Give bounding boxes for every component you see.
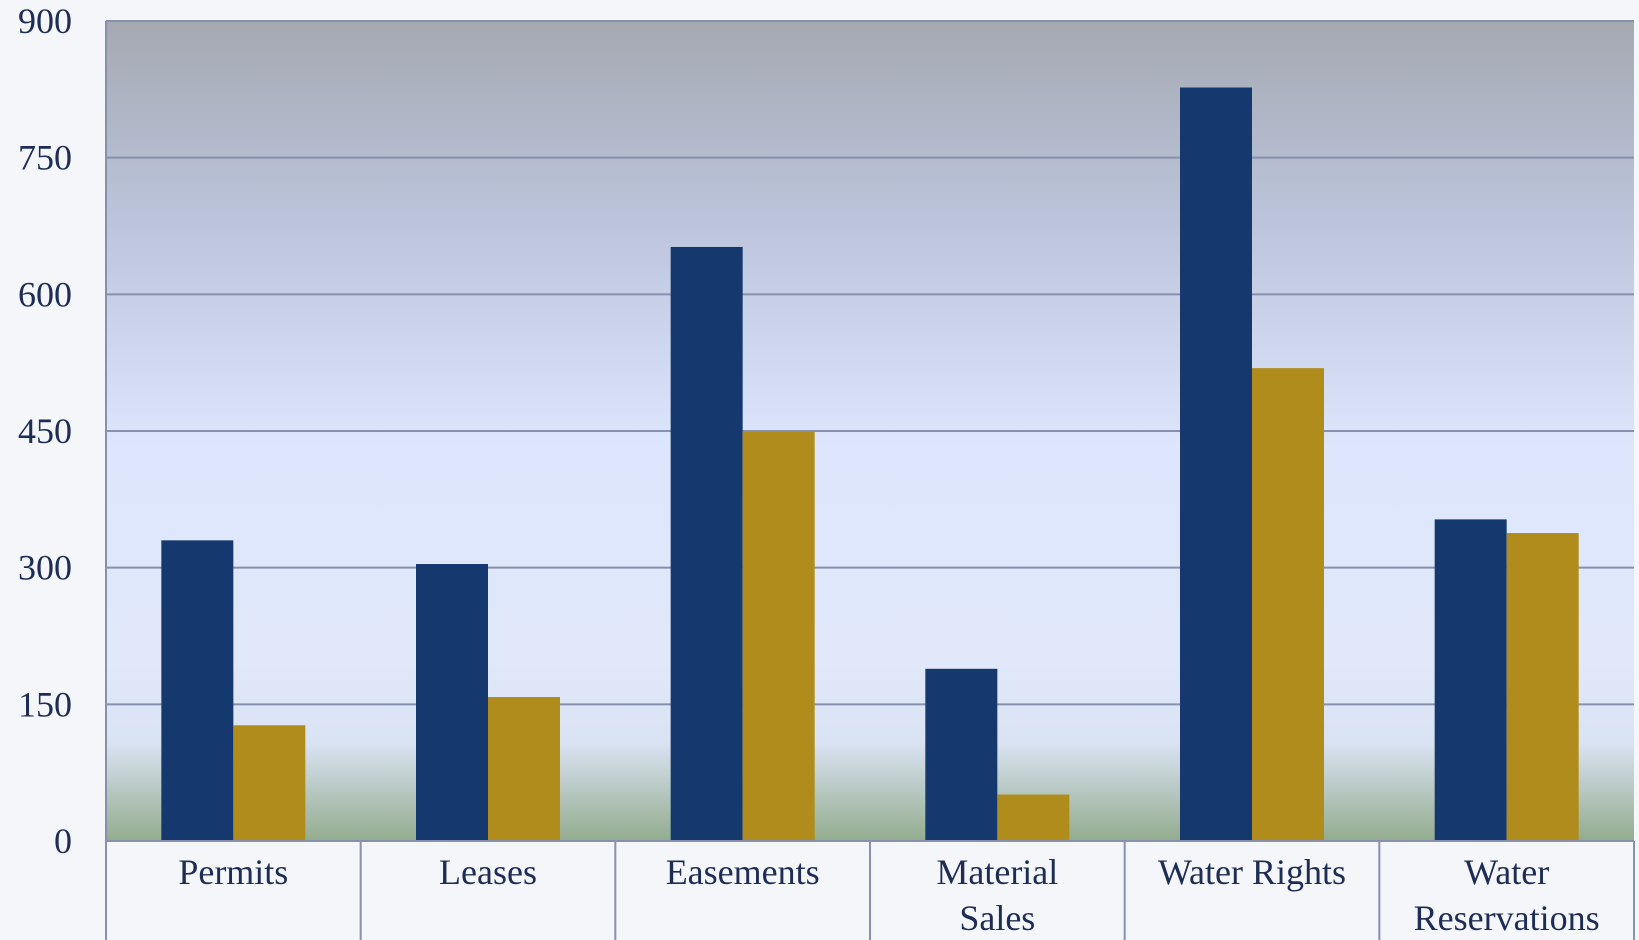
- bar-series-2-1: [488, 697, 560, 841]
- bars: [161, 87, 1579, 841]
- bar-series-2-5: [1506, 533, 1579, 841]
- bar-series-1-1: [416, 564, 488, 841]
- x-tick-label: Permits: [178, 852, 288, 892]
- gridlines: [106, 20, 1634, 706]
- x-tick-label: Water: [1464, 852, 1549, 892]
- x-tick-label: Sales: [959, 898, 1035, 938]
- x-tick-label: Reservations: [1414, 898, 1600, 938]
- x-tick-label: Water Rights: [1158, 852, 1346, 892]
- bar-series-2-3: [997, 794, 1070, 841]
- y-tick-label: 450: [18, 411, 72, 451]
- bar-series-2-0: [233, 725, 306, 841]
- bar-series-1-0: [161, 540, 234, 841]
- y-axis: 0 150 300 450 600 750 900: [18, 1, 72, 861]
- bar-series-1-2: [670, 246, 743, 841]
- y-tick-label: 150: [18, 684, 72, 724]
- y-tick-label: 0: [54, 821, 72, 861]
- x-tick-label: Leases: [439, 852, 537, 892]
- x-tick-label: Material: [936, 852, 1058, 892]
- bar-series-2-2: [742, 431, 815, 841]
- bar-series-2-4: [1252, 368, 1324, 841]
- bar-series-1-5: [1434, 519, 1507, 841]
- bar-series-1-4: [1180, 87, 1252, 841]
- y-tick-label: 300: [18, 548, 72, 588]
- x-axis: Permits Leases Easements Material Sales Water…: [105, 21, 1635, 940]
- y-tick-label: 750: [18, 138, 72, 178]
- y-tick-label: 600: [18, 274, 72, 314]
- bar-series-1-3: [925, 668, 998, 841]
- y-tick-label: 900: [18, 1, 72, 41]
- x-tick-label: Easements: [666, 852, 820, 892]
